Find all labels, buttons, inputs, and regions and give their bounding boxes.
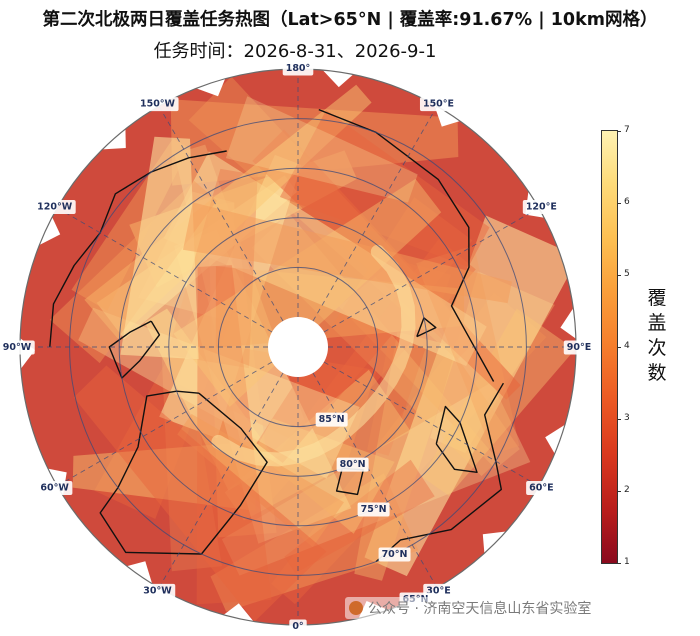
svg-text:150°E: 150°E: [423, 99, 454, 110]
colorbar-tick-label: 1: [624, 557, 630, 567]
svg-text:0°: 0°: [292, 621, 303, 632]
latitude-label: 75°N: [357, 502, 390, 517]
svg-text:90°E: 90°E: [567, 342, 591, 353]
colorbar-tick: [617, 347, 621, 348]
colorbar-tick: [617, 419, 621, 420]
coverage-swath: [196, 265, 272, 605]
svg-text:75°N: 75°N: [361, 504, 387, 515]
coverage-gap: [20, 330, 35, 381]
longitude-label: 120°E: [522, 200, 560, 214]
svg-text:70°N: 70°N: [382, 549, 408, 560]
colorbar-tick: [617, 275, 621, 276]
colorbar-title-char: 次: [647, 337, 667, 359]
colorbar-tick: [617, 203, 621, 204]
graticule-labels: 180° 150°E 120°E 90°E 60°E 30°E 0° 30°W 60°W 90°W…: [0, 61, 595, 634]
longitude-label: 90°E: [563, 340, 595, 355]
map-subtitle: 任务时间：2026-8-31、2026-9-1: [153, 41, 437, 62]
coverage-swath: [279, 110, 490, 267]
colorbar-title-char: 数: [647, 362, 667, 384]
coastline: [375, 382, 505, 563]
watermark: 公众号 · 济南空天信息山东省实验室: [345, 597, 596, 619]
coverage-overlap-band: [211, 244, 416, 467]
colorbar-tick-label: 4: [624, 341, 630, 351]
svg-text:30°E: 30°E: [426, 585, 450, 596]
coverage-swath: [183, 202, 512, 304]
map-title: 第二次北极两日覆盖任务热图（Lat>65°N | 覆盖率:91.67% | 10…: [42, 10, 658, 30]
colorbar-tick: [617, 491, 621, 492]
colorbar-tick: [617, 563, 621, 564]
coverage-swath: [120, 136, 199, 360]
longitude-label: 180°: [282, 61, 314, 76]
colorbar-tick-label: 2: [624, 485, 630, 495]
coastline: [49, 150, 227, 348]
colorbar-tick-label: 6: [624, 197, 630, 207]
coverage-gap: [482, 529, 521, 566]
coverage-swath: [72, 441, 257, 511]
colorbar-tick: [617, 131, 621, 132]
coastline: [99, 390, 268, 555]
coverage-swath: [170, 99, 459, 186]
svg-text:85°N: 85°N: [319, 414, 345, 425]
wechat-icon: [349, 601, 363, 615]
longitude-label: 150°W: [136, 97, 179, 112]
latitude-label: 70°N: [378, 547, 411, 562]
svg-text:30°W: 30°W: [143, 585, 172, 596]
svg-text:90°W: 90°W: [3, 342, 32, 353]
watermark-text: 公众号 · 济南空天信息山东省实验室: [368, 601, 592, 617]
coverage-swath: [73, 365, 327, 622]
latitude-label: 80°N: [336, 457, 369, 472]
coverage-swath: [225, 96, 418, 203]
coverage-swath: [173, 178, 442, 407]
svg-text:120°E: 120°E: [526, 202, 557, 213]
coverage-heatmap-layer: [20, 69, 576, 625]
longitude-label: 60°W: [37, 481, 73, 495]
pole-hole: [268, 317, 328, 377]
coastline: [318, 108, 495, 382]
longitude-label: 60°E: [526, 481, 557, 495]
longitude-label: 0°: [289, 619, 307, 634]
coverage-swath: [354, 331, 459, 581]
longitude-label: 30°W: [140, 583, 176, 598]
colorbar: [601, 130, 618, 564]
latitude-label: 85°N: [315, 412, 348, 427]
colorbar-tick-label: 3: [624, 413, 630, 423]
colorbar-tick-label: 5: [624, 269, 630, 279]
coverage-gap: [312, 69, 363, 88]
svg-text:180°: 180°: [286, 63, 311, 74]
longitude-label: 150°E: [419, 97, 458, 112]
coverage-swath: [416, 245, 520, 455]
colorbar-tick-label: 7: [624, 125, 630, 135]
colorbar-title-char: 盖: [647, 312, 667, 334]
coastline: [435, 405, 478, 473]
graticule-layer: [20, 69, 576, 625]
longitude-label: 120°W: [34, 200, 76, 214]
svg-text:60°E: 60°E: [529, 483, 553, 494]
coastline-layer: [49, 108, 505, 563]
coverage-swath: [422, 308, 576, 496]
colorbar-title: 覆 盖 次 数: [647, 286, 667, 386]
coverage-gap: [560, 295, 576, 346]
svg-text:150°W: 150°W: [140, 99, 176, 110]
longitude-label: 90°W: [0, 340, 35, 355]
svg-text:80°N: 80°N: [340, 459, 366, 470]
svg-text:60°W: 60°W: [40, 483, 69, 494]
colorbar-title-char: 覆: [647, 287, 667, 309]
svg-text:120°W: 120°W: [37, 202, 73, 213]
coverage-swath: [364, 215, 576, 577]
